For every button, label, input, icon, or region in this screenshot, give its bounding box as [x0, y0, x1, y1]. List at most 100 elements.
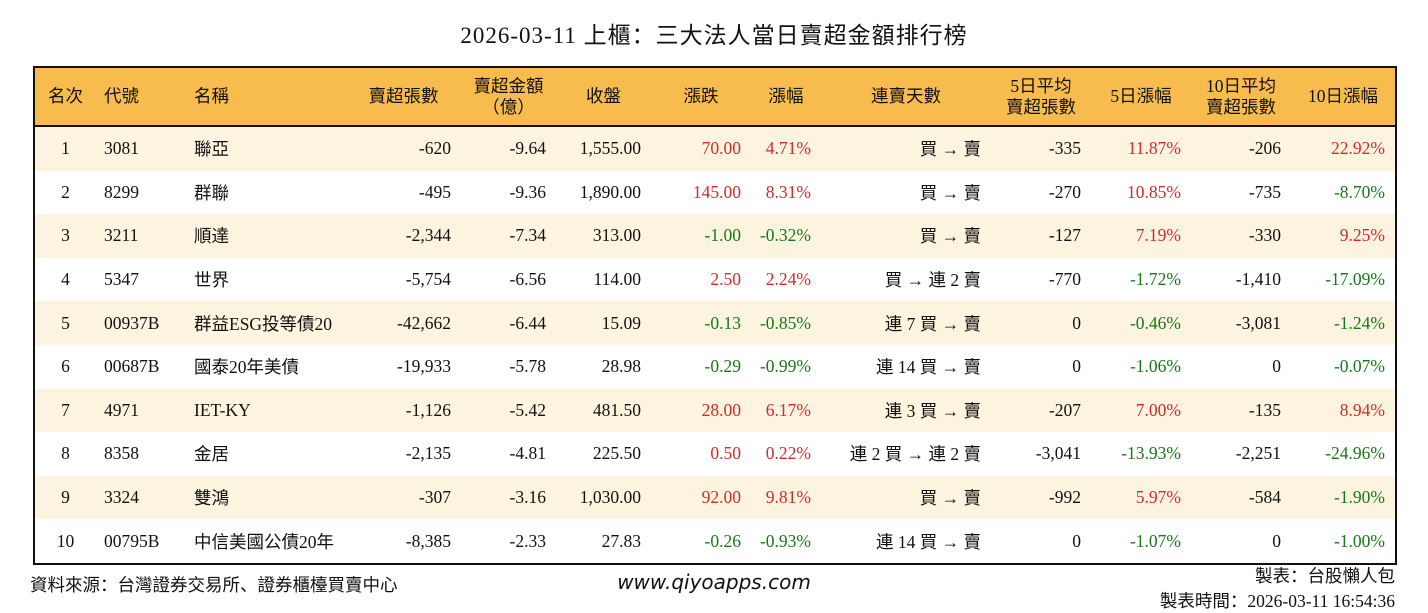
cell-avg5: -207 [991, 388, 1091, 433]
maker-credit: 製表：台股懶人包 [1255, 566, 1395, 586]
cell-code: 3211 [96, 214, 186, 258]
cell-avg10: -735 [1248, 181, 1281, 202]
cell-name: 世界 [194, 270, 229, 291]
cell-code: 3324 [96, 475, 186, 520]
col-header-close: 收盤 [556, 67, 651, 127]
cell-pct5: -1.72% [1129, 269, 1181, 290]
cell-sell_amount: -9.36 [509, 181, 546, 202]
cell-close: 313.00 [556, 214, 651, 258]
col-header-label: 賣超張數 [368, 86, 439, 106]
cell-pct5: -0.46% [1091, 301, 1191, 345]
col-header-label: 代號 [104, 86, 139, 106]
cell-sell_shares: -8,385 [405, 530, 451, 551]
cell-code: 8358 [104, 443, 139, 464]
col-header-label: 漲幅 [768, 86, 804, 106]
cell-pct10: 22.92% [1291, 126, 1396, 171]
cell-streak: 買 → 連 2 賣 [884, 270, 981, 291]
col-header-label: 10日平均 [1206, 75, 1276, 96]
cell-streak: 買 → 賣 [821, 475, 991, 520]
col-header-label: 名稱 [194, 86, 229, 106]
website-link[interactable]: www.qiyoapps.com [617, 570, 811, 594]
cell-avg10: -330 [1191, 214, 1291, 258]
cell-pct10: 9.25% [1291, 214, 1396, 258]
cell-code: 8299 [104, 181, 139, 202]
col-header-streak: 連賣天數 [821, 67, 991, 127]
cell-avg5: -992 [991, 475, 1091, 520]
cell-streak: 買 → 賣 [821, 126, 991, 171]
cell-change: -0.29 [704, 356, 741, 377]
table-header-row: 名次 代號 名稱 賣超張數 賣超金額 （億） 收盤 漲跌 漲幅 連賣天數 5日平均 賣超張數 5日漲幅 1… [34, 67, 1396, 127]
cell-sell_shares: -19,933 [397, 356, 451, 377]
table-row: 10 00795B 中信美國公債20年 -8,385 -2.33 27.83 -0.26 -0… [34, 519, 1396, 564]
ranking-table: 名次 代號 名稱 賣超張數 賣超金額 （億） 收盤 漲跌 漲幅 連賣天數 5日平均 賣超張數 5日漲幅 1… [33, 66, 1397, 565]
cell-code: 00795B [104, 530, 160, 551]
cell-close: 15.09 [556, 301, 651, 345]
cell-close: 481.50 [556, 388, 651, 433]
col-header-label: 10日漲幅 [1308, 86, 1378, 106]
table-row: 3 3211 順達 -2,344 -7.34 313.00 -1.00 -0.32% 買 → 賣… [34, 214, 1396, 258]
cell-change_pct: -0.32% [751, 214, 821, 258]
cell-rank: 9 [34, 475, 96, 520]
cell-avg5: 0 [1072, 530, 1081, 551]
cell-change_pct: 4.71% [751, 126, 821, 171]
cell-name: 金居 [194, 444, 229, 465]
cell-name: 順達 [186, 214, 346, 258]
cell-change: -0.13 [651, 301, 751, 345]
cell-pct5: -1.06% [1129, 356, 1181, 377]
col-header-avg5: 5日平均 賣超張數 [991, 67, 1091, 127]
cell-avg10: -584 [1191, 475, 1291, 520]
cell-pct10: 8.94% [1291, 388, 1396, 433]
cell-pct5: 5.97% [1091, 475, 1191, 520]
cell-sell_shares: -307 [346, 475, 461, 520]
cell-streak: 連 14 買 → 賣 [876, 357, 981, 378]
table-row: 4 5347 世界 -5,754 -6.56 114.00 2.50 2.24% 買 → 連 2… [34, 258, 1396, 302]
cell-sell_amount: -6.56 [509, 269, 546, 290]
cell-name: 聯亞 [186, 126, 346, 171]
table-row: 9 3324 雙鴻 -307 -3.16 1,030.00 92.00 9.81% 買 → 賣-… [34, 475, 1396, 520]
cell-avg5: -127 [991, 214, 1091, 258]
cell-avg5: -335 [991, 126, 1091, 171]
data-source-note: 資料來源：台灣證券交易所、證券櫃檯買賣中心 [30, 575, 398, 595]
cell-streak: 連 7 買 → 賣 [821, 301, 991, 345]
cell-rank: 8 [61, 443, 70, 464]
col-header-label: 收盤 [586, 86, 621, 106]
col-header-label2: 賣超張數 [1006, 96, 1076, 117]
cell-sell_amount: -2.33 [509, 530, 546, 551]
cell-pct10: -1.24% [1291, 301, 1396, 345]
cell-close: 1,890.00 [579, 181, 641, 202]
cell-change: 2.50 [710, 269, 741, 290]
col-header-pct5: 5日漲幅 [1091, 67, 1191, 127]
col-header-change: 漲跌 [651, 67, 751, 127]
cell-pct5: 10.85% [1127, 181, 1181, 202]
cell-code: 3081 [96, 126, 186, 171]
cell-rank: 10 [56, 530, 75, 551]
cell-change_pct: 6.17% [751, 388, 821, 433]
cell-sell_amount: -6.44 [461, 301, 556, 345]
cell-sell_shares: -495 [418, 181, 451, 202]
cell-avg10: 0 [1272, 356, 1281, 377]
cell-pct10: -1.90% [1291, 475, 1396, 520]
col-header-label: 5日漲幅 [1110, 86, 1172, 106]
cell-sell_shares: -620 [346, 126, 461, 171]
cell-change_pct: 2.24% [765, 269, 811, 290]
cell-sell_amount: -3.16 [461, 475, 556, 520]
page-title: 2026-03-11 上櫃：三大法人當日賣超金額排行榜 [460, 23, 968, 48]
cell-sell_shares: -2,344 [346, 214, 461, 258]
cell-sell_amount: -7.34 [461, 214, 556, 258]
col-header-pct10: 10日漲幅 [1291, 67, 1396, 127]
col-header-change_pct: 漲幅 [751, 67, 821, 127]
cell-change: 28.00 [651, 388, 751, 433]
col-header-code: 代號 [96, 67, 186, 127]
cell-pct10: -17.09% [1325, 269, 1385, 290]
cell-change_pct: 0.22% [765, 443, 811, 464]
table-row: 5 00937B 群益ESG投等債20 -42,662 -6.44 15.09 -0.13-… [34, 301, 1396, 345]
cell-streak: 連 14 買 → 賣 [876, 531, 981, 552]
cell-close: 1,030.00 [556, 475, 651, 520]
cell-close: 28.98 [601, 356, 641, 377]
cell-avg10: -1,410 [1235, 269, 1281, 290]
cell-name: 雙鴻 [186, 475, 346, 520]
cell-change_pct: -0.99% [759, 356, 811, 377]
col-header-avg10: 10日平均 賣超張數 [1191, 67, 1291, 127]
table-row: 8 8358 金居 -2,135 -4.81 225.50 0.50 0.22% 連 2 買 →… [34, 432, 1396, 476]
cell-rank: 5 [34, 301, 96, 345]
